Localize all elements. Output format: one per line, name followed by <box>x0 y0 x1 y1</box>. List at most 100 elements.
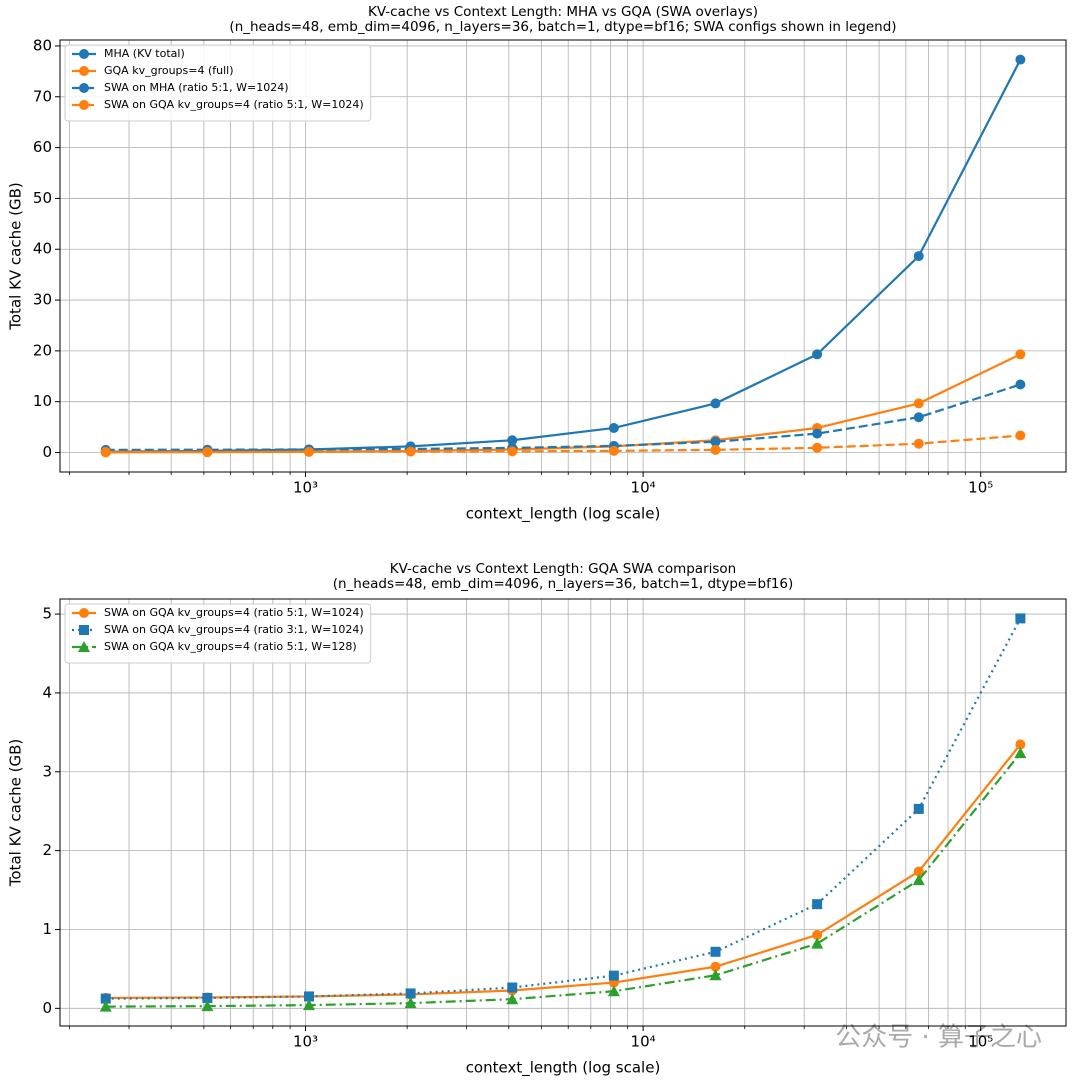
marker <box>608 422 619 433</box>
marker <box>404 997 417 1009</box>
marker <box>405 446 416 457</box>
marker <box>202 992 213 1003</box>
marker <box>507 435 518 446</box>
marker <box>710 961 721 972</box>
y-tick-label: 4 <box>42 683 52 701</box>
legend-marker <box>79 66 89 76</box>
x-axis-label: context_length (log scale) <box>466 1059 661 1078</box>
marker <box>201 1000 214 1012</box>
marker <box>913 412 924 423</box>
chart-subtitle: (n_heads=48, emb_dim=4096, n_layers=36, … <box>333 576 794 592</box>
marker <box>913 438 924 449</box>
y-axis-label: Total KV cache (GB) <box>7 182 25 330</box>
marker <box>710 436 721 447</box>
series-line <box>105 434 1021 453</box>
marker <box>507 982 518 993</box>
y-tick-label: 80 <box>33 36 52 54</box>
marker <box>608 970 619 981</box>
x-tick-label: 10³ <box>293 479 318 497</box>
legend-marker <box>79 625 89 635</box>
legend-marker <box>79 608 89 618</box>
x-tick-label: 10⁴ <box>631 1033 656 1051</box>
y-tick-label: 40 <box>33 240 52 258</box>
y-tick-label: 60 <box>33 138 52 156</box>
legend-label: SWA on MHA (ratio 5:1, W=1024) <box>104 81 289 94</box>
marker <box>812 929 823 940</box>
marker <box>1015 430 1026 441</box>
legend-box <box>64 44 372 122</box>
y-tick-label: 3 <box>42 762 52 780</box>
y-axis-label: Total KV cache (GB) <box>7 739 25 887</box>
legend-label: SWA on GQA kv_groups=4 (ratio 3:1, W=102… <box>104 623 364 636</box>
x-tick-label: 10⁴ <box>631 479 656 497</box>
y-tick-label: 1 <box>42 920 52 938</box>
y-tick-label: 30 <box>33 291 52 309</box>
marker <box>812 442 823 453</box>
series-line <box>105 752 1022 1008</box>
marker <box>1015 739 1026 750</box>
marker <box>710 398 721 409</box>
y-tick-label: 2 <box>42 841 52 859</box>
y-tick-label: 20 <box>33 341 52 359</box>
marker <box>812 899 823 910</box>
y-tick-label: 70 <box>33 87 52 105</box>
marker <box>812 428 823 439</box>
marker <box>202 446 213 457</box>
series-line <box>105 617 1022 1000</box>
legend-label: MHA (KV total) <box>104 47 185 60</box>
marker <box>100 446 111 457</box>
marker <box>506 993 519 1005</box>
x-axis-label: context_length (log scale) <box>466 505 661 524</box>
marker <box>607 985 620 997</box>
marker <box>608 445 619 456</box>
x-tick-label: 10⁵ <box>968 1033 993 1051</box>
series-line <box>105 353 1021 454</box>
plot-frame <box>59 39 1067 473</box>
marker <box>811 937 824 949</box>
y-tick-label: 0 <box>42 443 52 461</box>
y-tick-label: 50 <box>33 189 52 207</box>
plot-frame <box>59 598 1067 1027</box>
marker <box>913 398 924 409</box>
marker <box>1014 747 1027 759</box>
marker <box>912 874 925 886</box>
chart-subtitle: (n_heads=48, emb_dim=4096, n_layers=36, … <box>229 19 896 35</box>
series-line <box>105 59 1022 453</box>
marker <box>913 251 924 262</box>
chart-title: KV-cache vs Context Length: MHA vs GQA (… <box>368 4 758 20</box>
marker <box>100 993 111 1004</box>
marker <box>1015 379 1026 390</box>
y-tick-label: 0 <box>42 999 52 1017</box>
marker <box>302 999 315 1011</box>
watermark: 公众号 · 算子之心 <box>835 1023 1042 1053</box>
legend-marker <box>79 100 89 110</box>
legend-label: GQA kv_groups=4 (full) <box>104 64 234 77</box>
marker <box>303 991 314 1002</box>
marker <box>913 803 924 814</box>
legend-marker <box>78 641 90 652</box>
y-tick-label: 5 <box>42 605 52 623</box>
marker <box>99 1000 112 1012</box>
legend-label: SWA on GQA kv_groups=4 (ratio 5:1, W=102… <box>104 606 364 619</box>
legend-marker <box>79 49 89 59</box>
legend-label: SWA on GQA kv_groups=4 (ratio 5:1, W=102… <box>104 98 364 111</box>
marker <box>303 446 314 457</box>
series-line <box>105 383 1021 451</box>
legend-label: SWA on GQA kv_groups=4 (ratio 5:1, W=128… <box>104 640 357 653</box>
marker <box>812 349 823 360</box>
marker <box>405 988 416 999</box>
marker <box>1015 54 1026 65</box>
marker <box>1015 613 1026 624</box>
series-line <box>105 743 1022 1000</box>
legend-marker <box>79 83 89 93</box>
marker <box>507 446 518 457</box>
marker <box>710 946 721 957</box>
x-tick-label: 10⁵ <box>968 479 993 497</box>
marker <box>1015 349 1026 360</box>
y-tick-label: 10 <box>33 392 52 410</box>
x-tick-label: 10³ <box>293 1033 318 1051</box>
chart-title: KV-cache vs Context Length: GQA SWA comp… <box>390 561 736 577</box>
marker <box>710 444 721 455</box>
marker <box>709 969 722 981</box>
